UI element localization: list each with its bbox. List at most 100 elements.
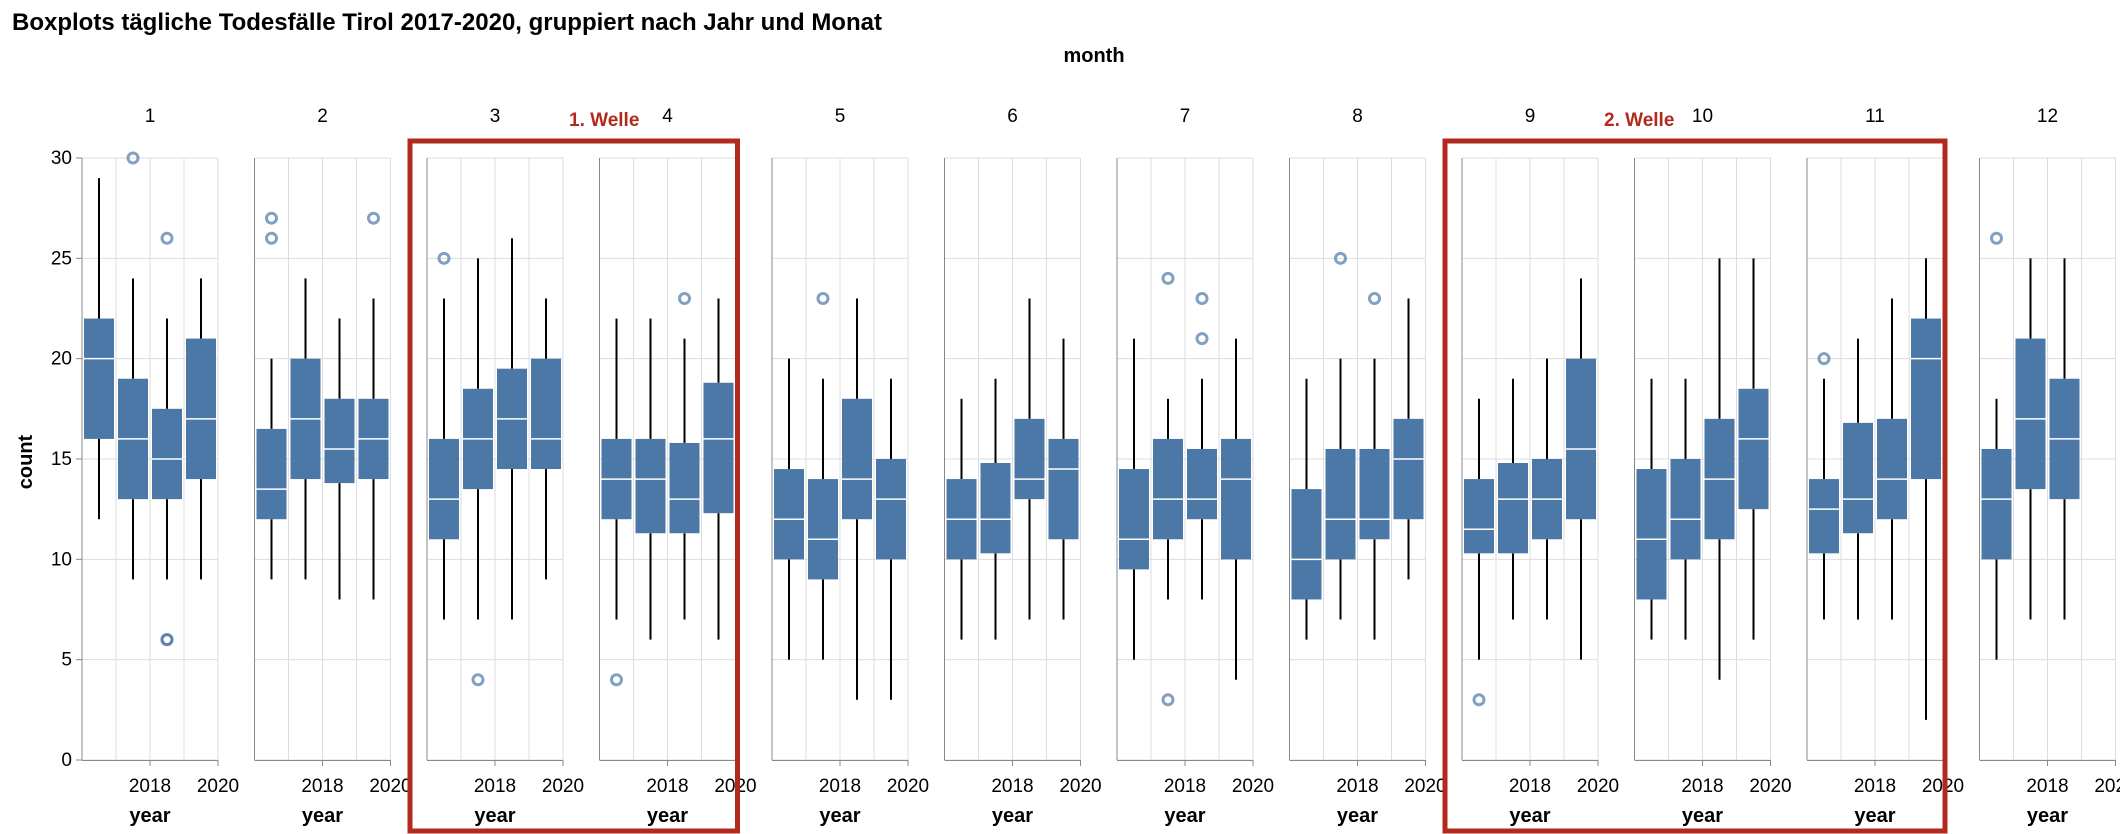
outlier-point	[1368, 291, 1381, 305]
box-4-2019	[669, 291, 700, 620]
box-8-2020	[1393, 298, 1424, 580]
box-10-2017	[1636, 378, 1667, 640]
month-label: 8	[1352, 106, 1363, 127]
month-label: 7	[1180, 106, 1191, 127]
outlier-point	[1334, 251, 1347, 265]
x-axis-title: year	[2027, 805, 2068, 827]
outlier-point	[471, 673, 485, 687]
outlier-point	[1817, 352, 1831, 366]
box-iqr	[703, 382, 734, 514]
y-axis: 0 5 10 15 20 25 30	[51, 148, 82, 771]
month-label: 4	[662, 106, 673, 127]
month-label: 6	[1007, 106, 1018, 127]
month-label: 10	[1692, 106, 1713, 127]
box-6-2018	[980, 378, 1011, 640]
panel-month-6: 6 2018 2020 year	[944, 106, 1102, 827]
x-tick-label: 2020	[1232, 776, 1274, 797]
box-9-2017	[1464, 398, 1494, 707]
highlight-2: 2. Welle	[1442, 110, 1948, 834]
x-tick-label: 2020	[197, 776, 239, 797]
box-11-2017	[1809, 352, 1839, 620]
outlier-point	[367, 211, 380, 225]
x-tick-label: 2020	[1059, 776, 1101, 797]
highlights: 1. Welle 2. Welle	[407, 110, 1948, 834]
box-12-2019	[2049, 258, 2080, 620]
outlier-point	[160, 633, 174, 647]
column-header: month	[1063, 45, 1124, 67]
box-2-2019	[324, 318, 355, 600]
box-iqr	[1911, 318, 1941, 480]
outlier-point	[1990, 231, 2003, 245]
y-tick-label: 0	[61, 750, 72, 771]
outlier-point	[437, 251, 451, 265]
box-iqr	[429, 438, 459, 540]
highlight-1: 1. Welle	[407, 110, 740, 834]
chart-title: Boxplots tägliche Todesfälle Tirol 2017-…	[12, 9, 882, 36]
box-4-2018	[635, 318, 666, 640]
box-iqr	[1464, 479, 1494, 554]
box-iqr	[1187, 448, 1217, 520]
box-9-2018	[1498, 378, 1528, 620]
box-5-2018	[808, 291, 838, 660]
highlight-label: 2. Welle	[1604, 110, 1674, 131]
box-iqr	[1843, 422, 1873, 534]
box-iqr	[2015, 338, 2046, 490]
box-iqr	[1670, 459, 1701, 560]
x-tick-label: 2020	[542, 776, 584, 797]
box-10-2019	[1704, 258, 1735, 680]
outlier-point	[265, 211, 278, 225]
box-iqr	[1325, 448, 1356, 560]
outlier-point	[610, 673, 623, 687]
x-tick-label: 2018	[819, 776, 861, 797]
panel-month-8: 8 2018 2020 year	[1289, 106, 1447, 827]
x-axis-title: year	[1164, 805, 1205, 827]
box-iqr	[531, 358, 561, 470]
x-axis-title: year	[992, 805, 1033, 827]
y-tick-label: 30	[51, 148, 72, 169]
x-tick-label: 2018	[474, 776, 516, 797]
box-8-2017	[1291, 378, 1322, 640]
box-iqr	[1014, 418, 1045, 500]
month-label: 3	[490, 106, 501, 127]
x-tick-label: 2018	[1854, 776, 1896, 797]
box-iqr	[256, 428, 287, 520]
box-iqr	[669, 442, 700, 534]
box-iqr	[1981, 448, 2012, 560]
box-iqr	[1636, 469, 1667, 600]
x-tick-label: 2018	[646, 776, 688, 797]
box-11-2018	[1843, 338, 1873, 620]
box-iqr	[84, 318, 114, 439]
box-5-2019	[842, 298, 872, 700]
panel-month-12: 12 2018 2020 year	[1979, 106, 2120, 827]
x-tick-label: 2018	[991, 776, 1033, 797]
box-7-2018	[1153, 271, 1183, 707]
box-1-2019	[152, 231, 182, 647]
x-axis-title: year	[302, 805, 343, 827]
box-6-2020	[1048, 338, 1079, 620]
box-5-2020	[876, 378, 906, 700]
x-axis-title: year	[1682, 805, 1723, 827]
box-6-2017	[946, 398, 977, 640]
box-11-2019	[1877, 298, 1907, 620]
box-3-2019	[497, 238, 527, 620]
month-label: 12	[2037, 106, 2058, 127]
box-iqr	[1221, 438, 1251, 560]
box-10-2018	[1670, 378, 1701, 640]
x-axis-title: year	[474, 805, 515, 827]
x-tick-label: 2018	[1509, 776, 1551, 797]
box-iqr	[1809, 479, 1839, 554]
box-7-2017	[1119, 338, 1149, 660]
box-5-2017	[774, 358, 804, 660]
y-axis-title: count	[15, 434, 37, 489]
box-7-2019	[1187, 291, 1217, 600]
box-12-2017	[1981, 231, 2012, 660]
box-iqr	[808, 479, 838, 580]
x-tick-label: 2020	[2094, 776, 2120, 797]
box-3-2017	[429, 251, 459, 620]
box-1-2020	[186, 278, 216, 580]
month-label: 2	[317, 106, 328, 127]
box-iqr	[635, 438, 666, 534]
x-axis-title: year	[819, 805, 860, 827]
